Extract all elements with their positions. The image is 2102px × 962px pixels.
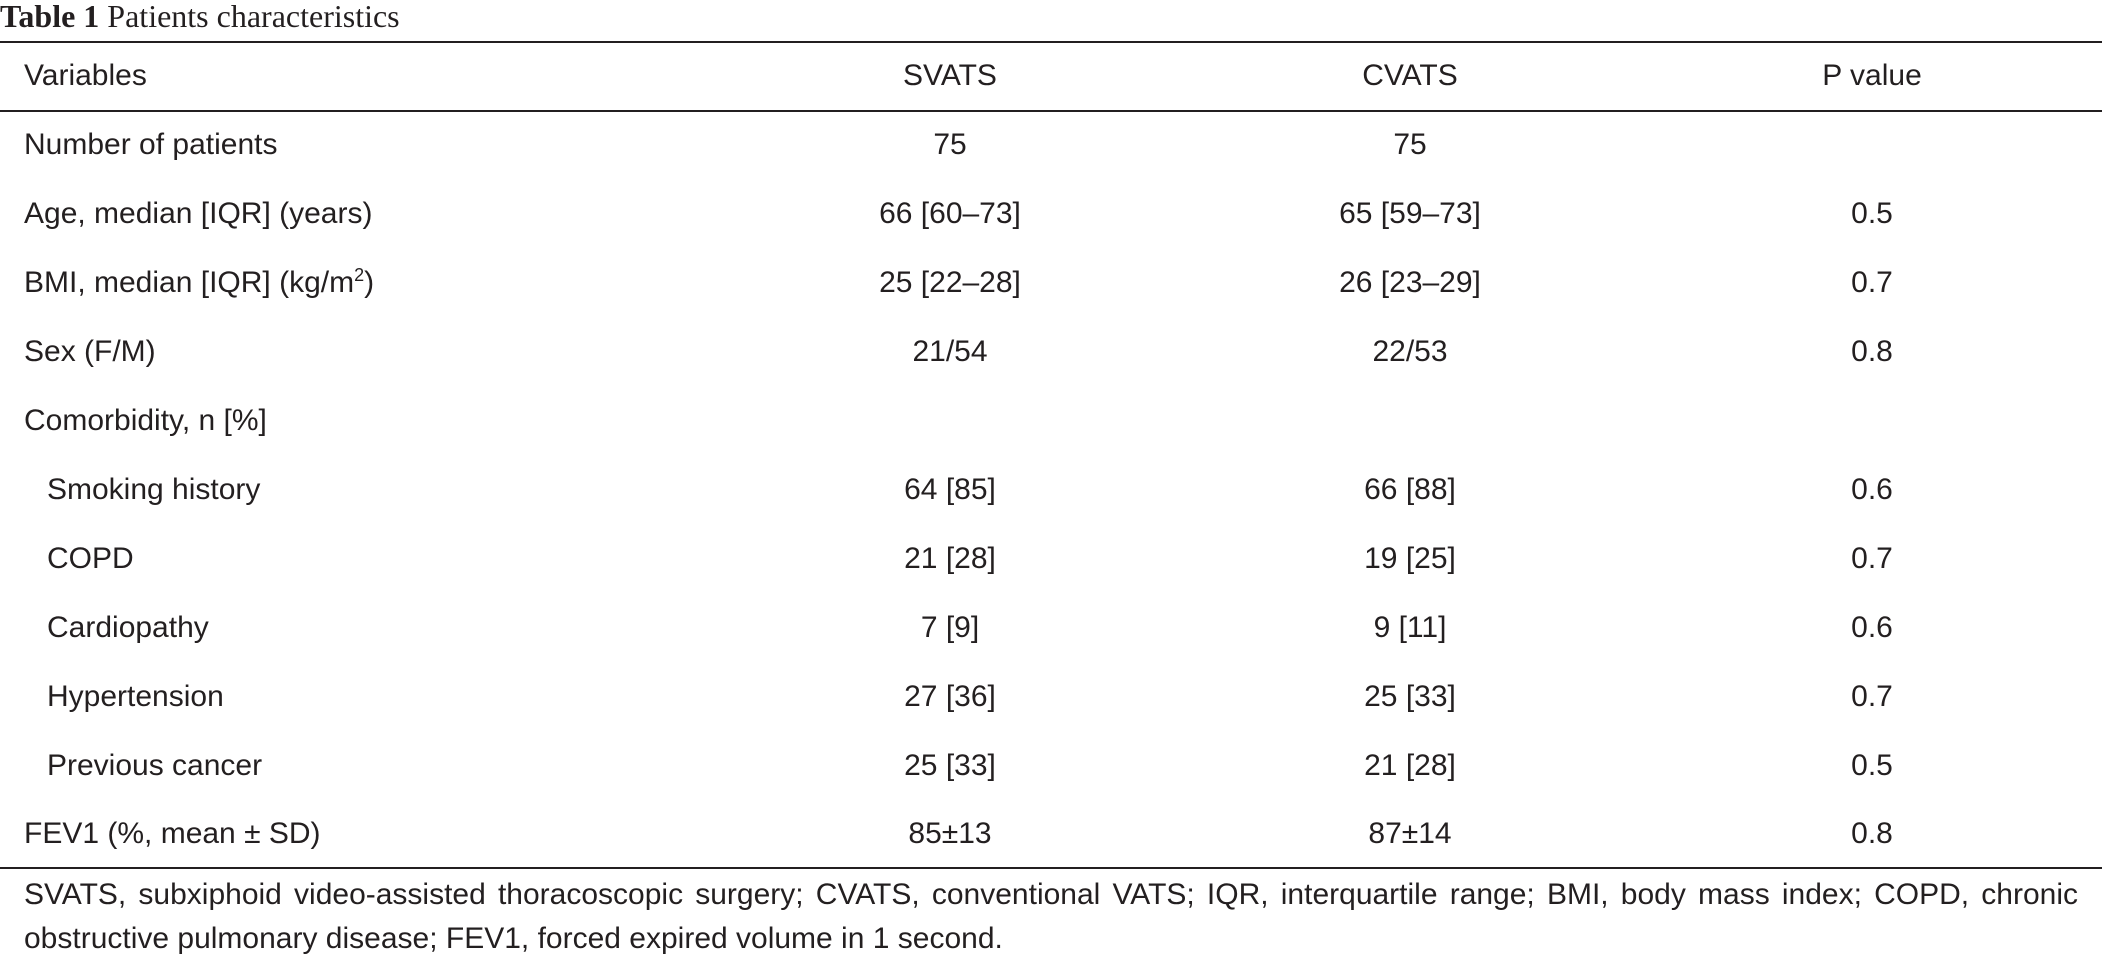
header-row: Variables SVATS CVATS P value [0,42,2102,110]
row-p-value: 0.5 [1851,749,1893,782]
row-variable-end: ) [364,266,375,299]
row-p-value: 0.8 [1851,817,1893,850]
header-svats: SVATS [903,59,997,92]
table-row: FEV1 (%, mean ± SD) 85±13 87±14 0.8 [0,800,2102,868]
row-cvats: 26 [23–29] [1339,266,1481,299]
row-svats: 64 [85] [904,473,996,506]
row-variable: FEV1 (%, mean ± SD) [24,817,321,850]
top-rule [0,41,2102,43]
row-variable: Age, median [IQR] (years) [24,197,373,230]
header-cvats: CVATS [1362,59,1458,92]
bottom-rule [0,867,2102,869]
row-p-value: 0.6 [1851,611,1893,644]
header-rule [0,110,2102,112]
row-variable: BMI, median [IQR] (kg/m2) [24,249,374,317]
table-row: Number of patients 75 75 [0,111,2102,179]
row-variable: COPD [47,542,134,575]
row-cvats: 19 [25] [1364,542,1456,575]
header-p-value: P value [1822,59,1922,92]
row-svats: 7 [9] [920,611,980,644]
row-variable: Smoking history [47,473,261,506]
row-p-value: 0.6 [1851,473,1893,506]
table-row: Comorbidity, n [%] [0,387,2102,455]
row-variable: Hypertension [47,680,224,713]
row-p-value: 0.7 [1851,266,1893,299]
row-svats: 85±13 [908,817,992,850]
row-cvats: 65 [59–73] [1339,197,1481,230]
row-svats: 21/54 [912,335,988,368]
row-variable: Comorbidity, n [%] [24,404,267,437]
table-row: Age, median [IQR] (years) 66 [60–73] 65 … [0,180,2102,248]
row-cvats: 66 [88] [1364,473,1456,506]
header-variables: Variables [24,59,147,92]
table-row: COPD 21 [28] 19 [25] 0.7 [0,525,2102,593]
row-variable: Cardiopathy [47,611,209,644]
row-variable-superscript: 2 [354,265,365,285]
row-cvats: 21 [28] [1364,749,1456,782]
row-variable: Number of patients [24,128,278,161]
row-cvats: 25 [33] [1364,680,1456,713]
table-row: Previous cancer 25 [33] 21 [28] 0.5 [0,732,2102,800]
row-variable: Sex (F/M) [24,335,156,368]
row-p-value: 0.7 [1851,542,1893,575]
row-svats: 25 [22–28] [879,266,1021,299]
row-variable: Previous cancer [47,749,263,782]
table-number: Table 1 [0,0,100,34]
table-row: Hypertension 27 [36] 25 [33] 0.7 [0,663,2102,731]
row-cvats: 9 [11] [1373,611,1447,644]
table-row: Smoking history 64 [85] 66 [88] 0.6 [0,456,2102,524]
row-svats: 27 [36] [904,680,996,713]
row-svats: 25 [33] [904,749,996,782]
row-svats: 75 [933,128,967,161]
table-title: Table 1 Patients characteristics [0,0,400,36]
row-p-value: 0.8 [1851,335,1893,368]
row-cvats: 75 [1393,128,1427,161]
row-svats: 66 [60–73] [879,197,1021,230]
table-footnote: SVATS, subxiphoid video-assisted thoraco… [24,878,2078,955]
row-p-value: 0.5 [1851,197,1893,230]
table-row: Sex (F/M) 21/54 22/53 0.8 [0,318,2102,386]
row-cvats: 87±14 [1368,817,1452,850]
table-row: BMI, median [IQR] (kg/m2) 25 [22–28] 26 … [0,249,2102,317]
table-caption: Patients characteristics [107,0,400,34]
row-cvats: 22/53 [1372,335,1448,368]
row-svats: 21 [28] [904,542,996,575]
table-row: Cardiopathy 7 [9] 9 [11] 0.6 [0,594,2102,662]
row-p-value: 0.7 [1851,680,1893,713]
row-variable-text: BMI, median [IQR] (kg/m [24,266,355,299]
